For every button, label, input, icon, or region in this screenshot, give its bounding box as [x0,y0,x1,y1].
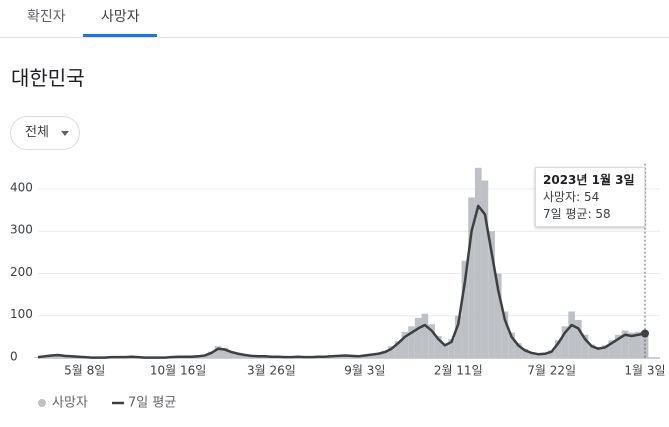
bar [381,350,389,358]
filter-label: 전체 [25,125,49,140]
bar [474,167,482,358]
tooltip-date: 2023년 1월 3일 [543,173,635,187]
tab[interactable]: 확진자 [27,9,66,25]
bar [634,331,642,358]
x-tick-label: 9월 3일 [344,364,385,378]
bar [414,317,422,358]
bar [394,341,402,358]
bar [388,346,395,358]
bar [561,326,569,358]
bar [368,353,375,358]
bar [434,336,442,358]
x-tick-label: 10월 16일 [150,364,206,378]
bar [641,335,649,358]
tab-indicator [83,34,157,37]
tooltip-line: 사망자: 54 [543,190,600,204]
bar [548,350,555,358]
bar [514,343,522,358]
legend-label: 사망자 [52,396,88,411]
y-tick-label: 100 [10,307,33,321]
x-tick-label: 2월 11일 [434,364,483,378]
bar [621,330,629,358]
bar [234,353,242,358]
bar [448,338,455,358]
bar [614,334,622,358]
tooltip: 2023년 1월 3일 사망자: 54 7일 평균: 58 [535,167,645,227]
bar [568,311,575,358]
x-tick-label: 5월 8일 [64,364,105,378]
y-tick-label: 200 [10,265,33,279]
y-tick-label: 0 [10,350,18,364]
tooltip-line: 7일 평균: 58 [543,207,611,221]
y-tick-label: 400 [10,180,33,194]
bar [574,319,582,358]
bar [441,343,449,358]
bar [554,340,562,358]
bar [408,326,415,358]
bar [601,345,609,358]
bar [208,351,215,358]
bar [628,332,635,358]
hover-dot [641,329,649,338]
region-title: 대한민국 [11,66,85,90]
x-tick-label: 7월 22일 [527,364,576,378]
tab-divider [0,37,669,38]
bar [608,340,615,358]
y-tick-label: 300 [10,223,33,237]
bar [528,352,535,358]
bar [594,347,602,358]
bar [468,197,475,358]
bar [374,352,382,358]
bar [241,354,249,358]
bar [501,311,509,358]
legend-label: 7일 평균 [128,396,176,411]
bar [401,331,409,358]
bar [228,351,235,358]
bar [534,353,542,358]
bar [214,346,222,358]
bar [54,354,62,358]
bar [588,344,595,358]
bar [488,231,495,358]
tab-selected[interactable]: 사망자 [101,9,140,25]
bar [541,352,549,358]
average-line [37,204,646,359]
filter-dropdown[interactable]: 전체 [10,116,80,150]
x-tick-label: 3월 26일 [247,364,296,378]
bar [428,324,435,358]
bar [494,273,502,358]
bar [461,260,469,358]
bar [454,315,462,358]
caret [61,131,69,136]
legend-swatch [38,399,46,407]
bar [221,347,229,358]
bar [481,180,489,358]
bar [421,313,429,358]
bar [34,357,42,358]
bar [521,348,529,358]
bar [581,334,589,358]
x-tick-label: 1월 3일 [624,364,665,378]
bar [508,332,515,358]
